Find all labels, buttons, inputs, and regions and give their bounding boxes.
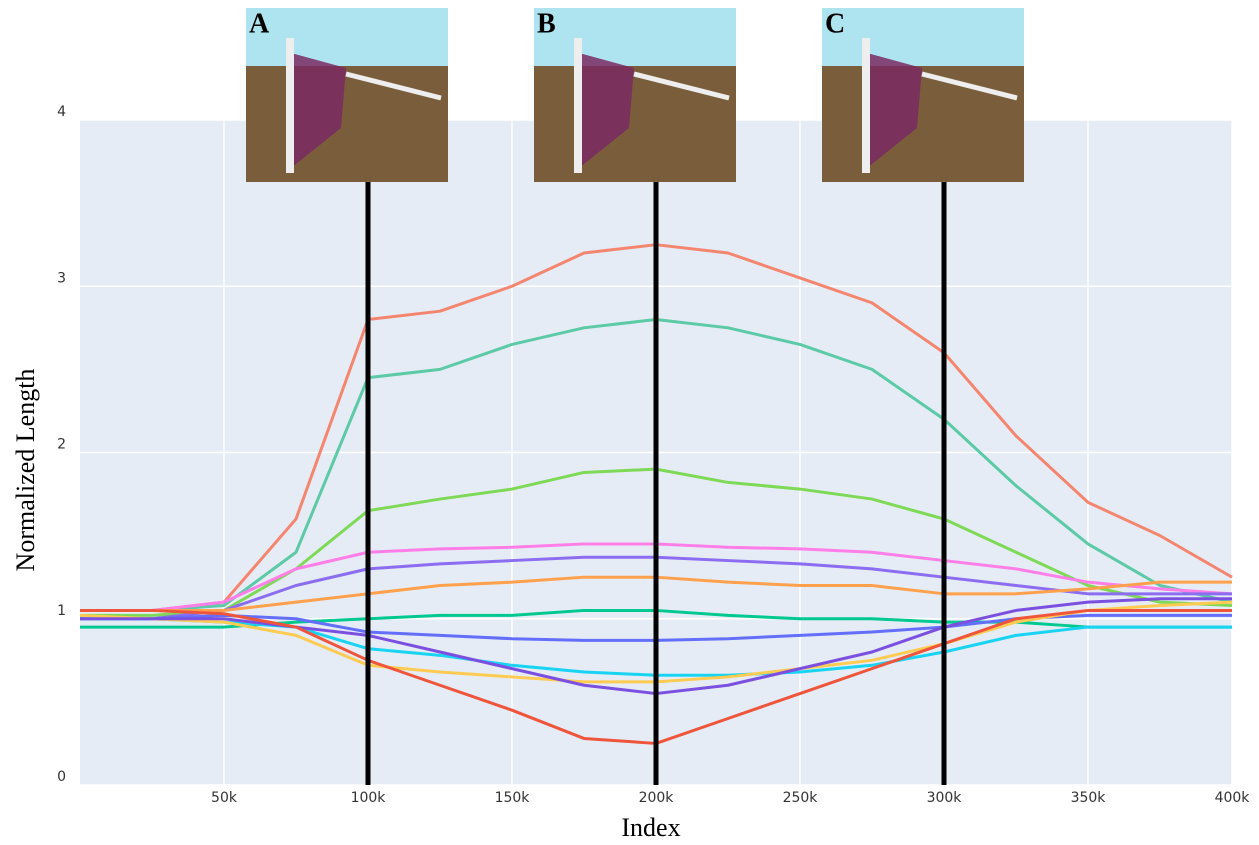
panel-scapula [291,53,346,168]
panel-floor [534,66,736,182]
panel-sky [534,8,736,66]
x-axis-title: Index [621,813,680,842]
y-tick-label: 4 [57,104,66,120]
panel-arm [345,71,442,101]
y-tick-label: 3 [57,270,66,286]
panel-floor [246,66,448,182]
x-tick-label: 200k [639,790,675,806]
panel-sky [822,8,1024,66]
panel-label: B [537,8,556,39]
y-tick-label: 0 [57,769,66,785]
x-tick-label: 300k [927,790,963,806]
panel-label: A [249,8,270,39]
y-axis-title: Normalized Length [11,369,40,572]
x-tick-label: 250k [783,790,819,806]
x-tick-label: 150k [495,790,531,806]
panel-floor [822,66,1024,182]
panel-spine [286,38,294,173]
x-tick-label: 50k [211,790,238,806]
x-tick-label: 350k [1071,790,1107,806]
panel-label: C [825,8,845,39]
x-tick-label: 400k [1215,790,1251,806]
panel-spine [574,38,582,173]
panels: A B C [246,8,1024,785]
panel-arm [921,71,1018,101]
panel-sky [246,8,448,66]
panel-spine [862,38,870,173]
panel-scapula [867,53,922,168]
panel-scapula [579,53,634,168]
panel-arm [633,71,730,101]
y-tick-label: 1 [57,603,66,619]
y-tick-label: 2 [57,437,66,453]
x-tick-label: 100k [351,790,387,806]
